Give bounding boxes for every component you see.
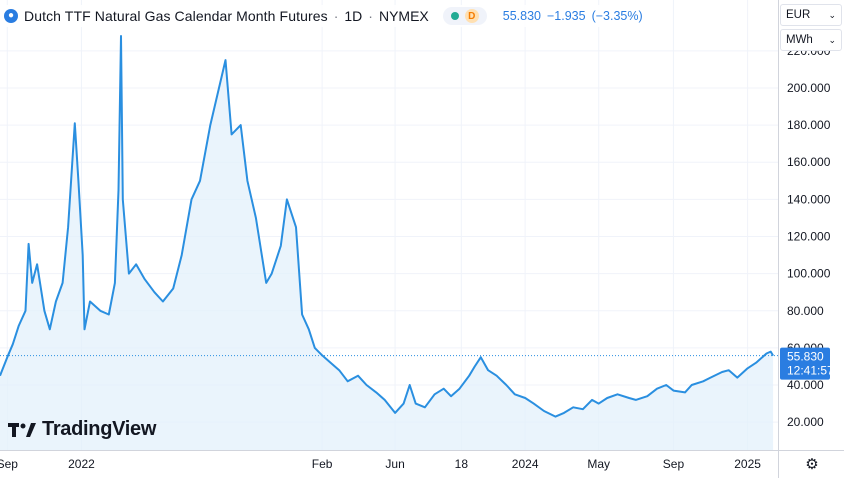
unit-select[interactable]: MWh ⌄ [780,29,842,51]
x-tick-label: 2024 [512,457,539,471]
chevron-down-icon: ⌄ [828,9,836,20]
quote-values: 55.830 −1.935 (−3.35%) [503,9,643,23]
price-change: −1.935 [547,9,586,23]
tradingview-logo-icon [8,422,36,437]
x-tick-label: May [587,457,610,471]
chevron-down-icon: ⌄ [828,34,836,45]
price-line [0,35,774,418]
price-area-fill [0,36,774,450]
delay-badge: D [464,9,479,23]
x-tick-label: Sep [0,457,18,471]
gear-icon[interactable]: ⚙ [805,456,819,473]
flame-icon[interactable]: ● [4,9,18,23]
y-tick-label: 140.000 [787,192,831,206]
brand-name: TradingView [42,418,157,440]
x-tick-label: 18 [455,457,469,471]
last-price: 55.830 [502,9,541,23]
y-tick-label: 200.000 [787,81,831,95]
interval-label[interactable]: 1D [344,8,363,24]
y-tick-label: 80.000 [787,304,824,318]
last-price-countdown: 12:41:57 [787,364,834,378]
chart-header: ● Dutch TTF Natural Gas Calendar Month F… [4,5,643,27]
market-open-dot-icon [450,12,459,20]
tradingview-logo[interactable]: TradingView [8,418,156,441]
x-tick-label: Jun [385,457,404,471]
unit-selectors: EUR ⌄ MWh ⌄ [780,4,842,54]
y-tick-label: 180.000 [787,118,831,132]
x-tick-label: Sep [663,457,685,471]
last-price-label-box [780,347,830,380]
y-tick-label: 20.000 [787,415,824,429]
y-tick-label: 120.000 [787,230,831,244]
header-separator: · [333,8,339,24]
symbol-title[interactable]: Dutch TTF Natural Gas Calendar Month Fut… [24,8,328,24]
last-price-label-value: 55.830 [787,350,824,364]
market-status-pill[interactable]: D [442,7,487,25]
unit-value: MWh [786,34,813,46]
y-tick-label: 40.000 [787,378,824,392]
x-tick-label: 2025 [734,457,761,471]
currency-select[interactable]: EUR ⌄ [780,4,842,26]
price-change-percent: (−3.35%) [591,9,643,23]
header-separator-2: · [368,8,373,24]
exchange-label: NYMEX [378,8,429,24]
x-tick-label: 2022 [68,457,95,471]
y-tick-label: 100.000 [787,267,831,281]
currency-value: EUR [786,9,811,21]
y-tick-label: 160.000 [787,155,831,169]
x-tick-label: Feb [312,457,333,471]
